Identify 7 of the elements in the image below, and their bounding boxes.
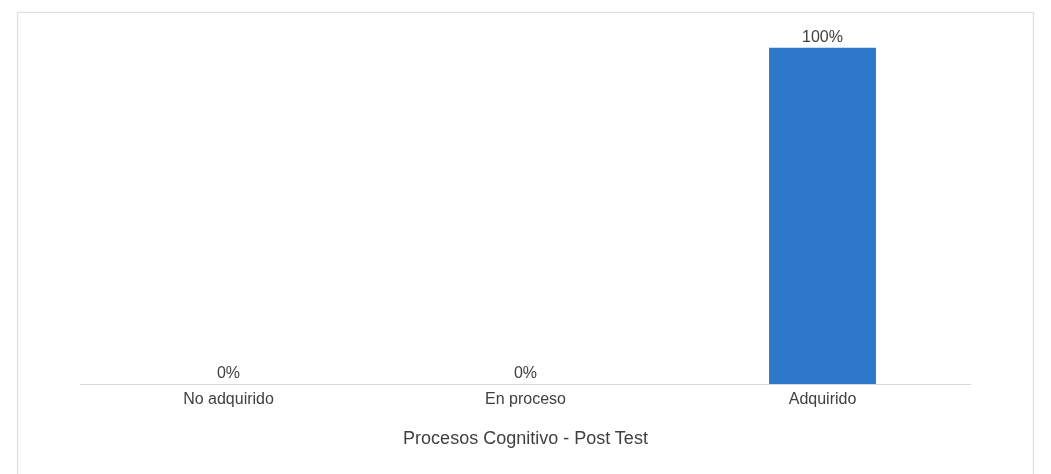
- data-label: 100%: [802, 27, 843, 45]
- data-label: 0%: [216, 364, 241, 381]
- x-axis-title: Procesos Cognitivo - Post Test: [403, 428, 648, 449]
- x-tick-label: No adquirido: [183, 390, 274, 408]
- x-tick-label: Adquirido: [788, 390, 857, 408]
- data-label: 0%: [513, 364, 538, 381]
- x-tick-label: En proceso: [485, 390, 567, 408]
